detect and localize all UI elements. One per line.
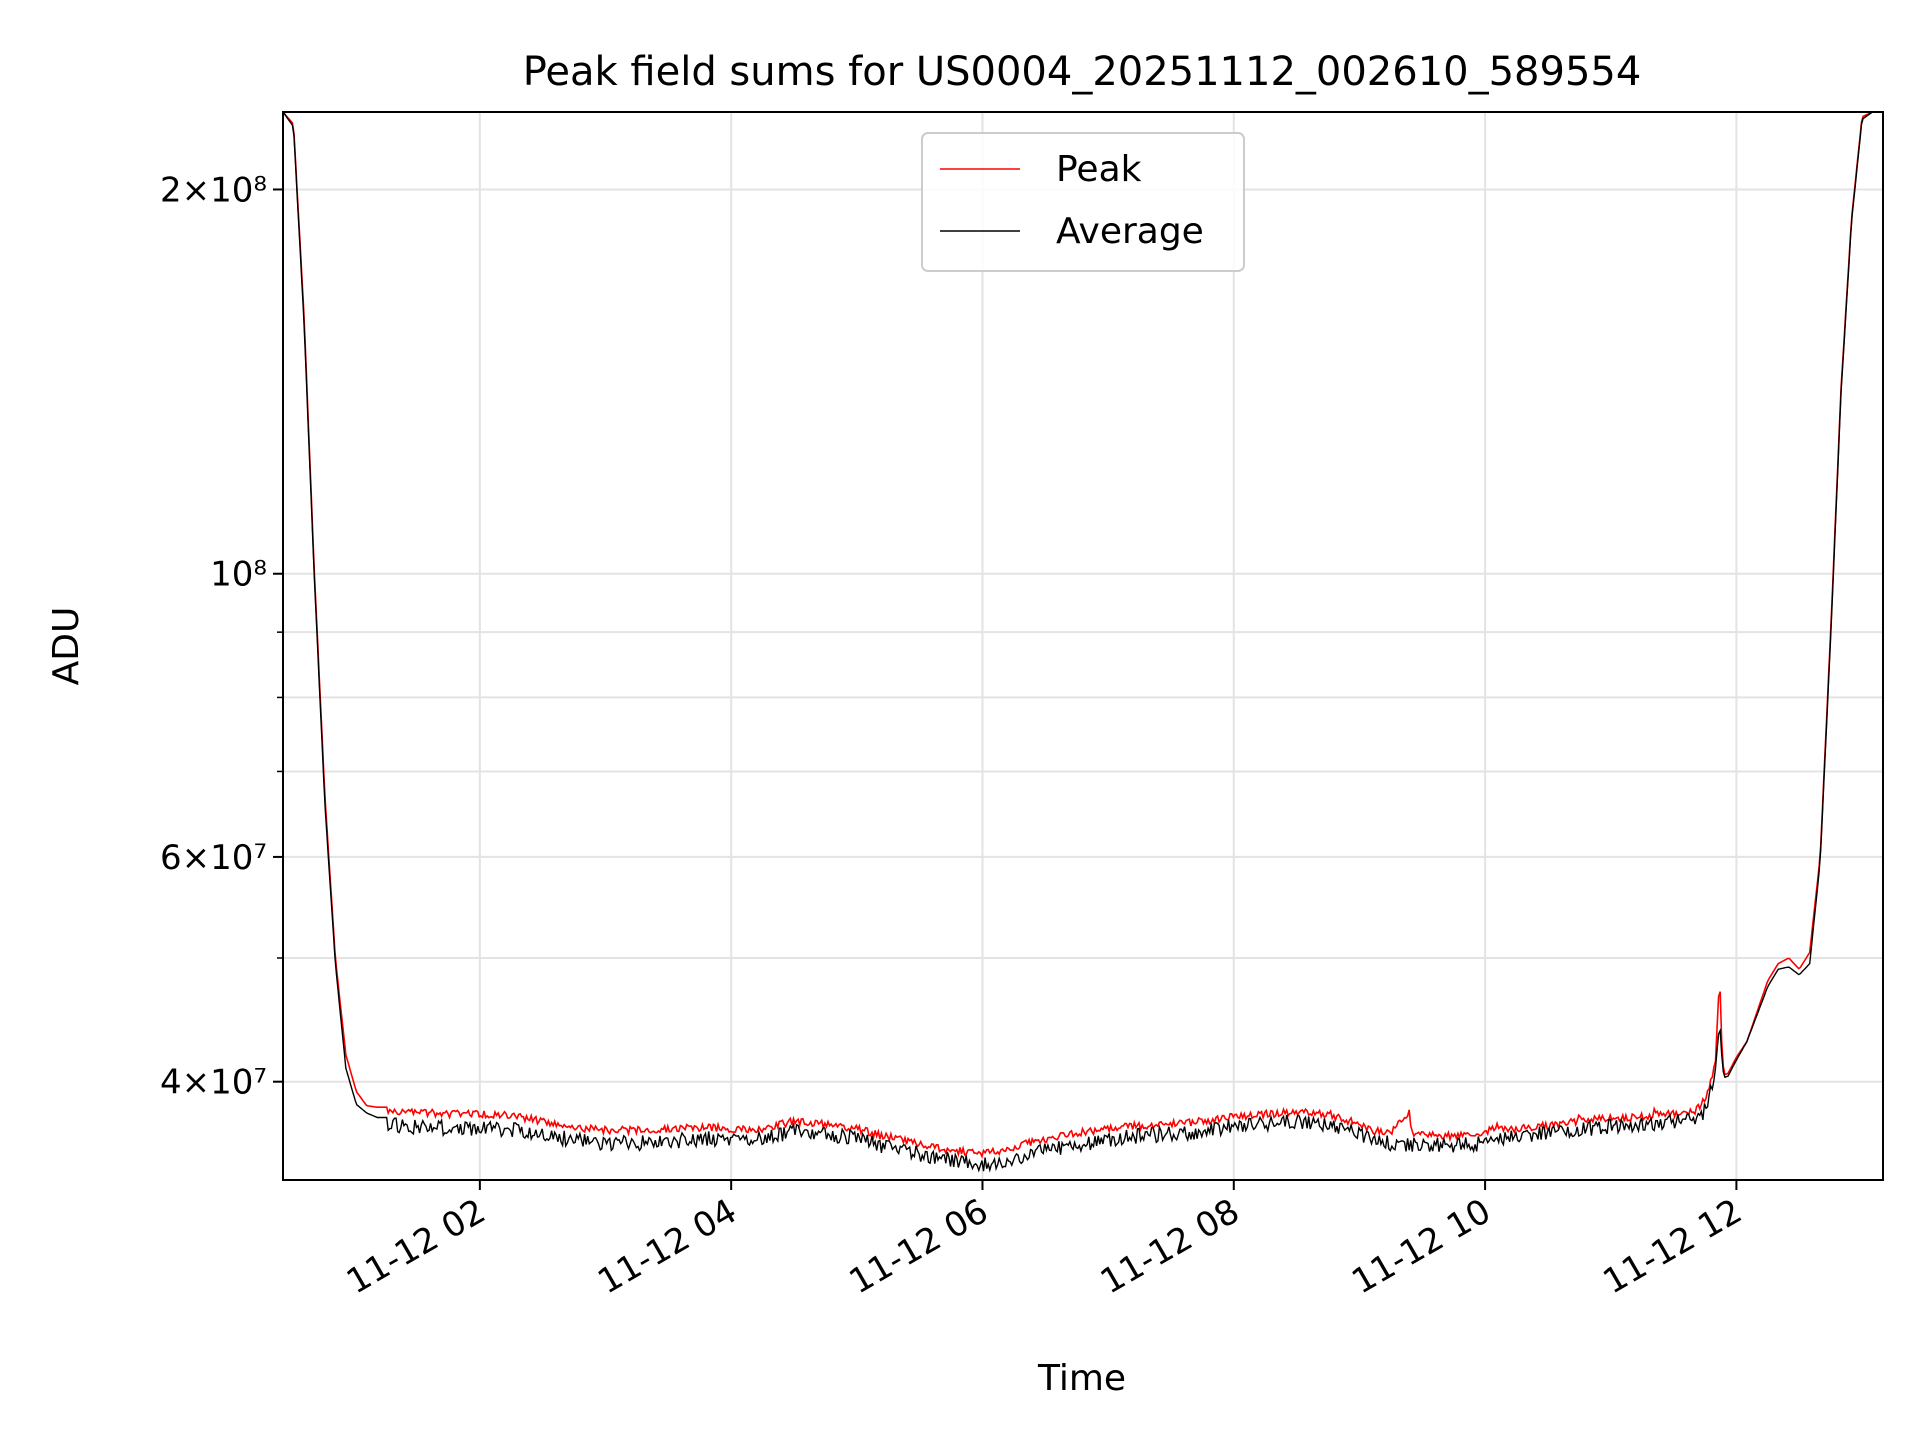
series-line-peak <box>283 112 1882 1159</box>
y-tick-label: 6×10⁷ <box>160 838 267 878</box>
plot-frame <box>282 111 1884 1181</box>
y-axis-label: ADU <box>46 607 87 686</box>
legend-label-average: Average <box>1056 211 1204 252</box>
y-axis: 4×10⁷ 6×10⁷ 10⁸ 2×10⁸ <box>160 170 283 1103</box>
y-tick-label: 4×10⁷ <box>160 1063 267 1103</box>
chart-title: Peak field sums for US0004_20251112_0026… <box>523 49 1642 95</box>
y-tick-label: 10⁸ <box>210 555 267 595</box>
series-line-average <box>283 112 1882 1173</box>
legend-label-peak: Peak <box>1056 149 1142 190</box>
legend: Peak Average <box>921 132 1245 272</box>
legend-box <box>921 132 1245 272</box>
x-axis-label: Time <box>1037 1358 1126 1399</box>
y-tick-label: 2×10⁸ <box>160 170 267 210</box>
plot-area <box>283 112 1883 1173</box>
